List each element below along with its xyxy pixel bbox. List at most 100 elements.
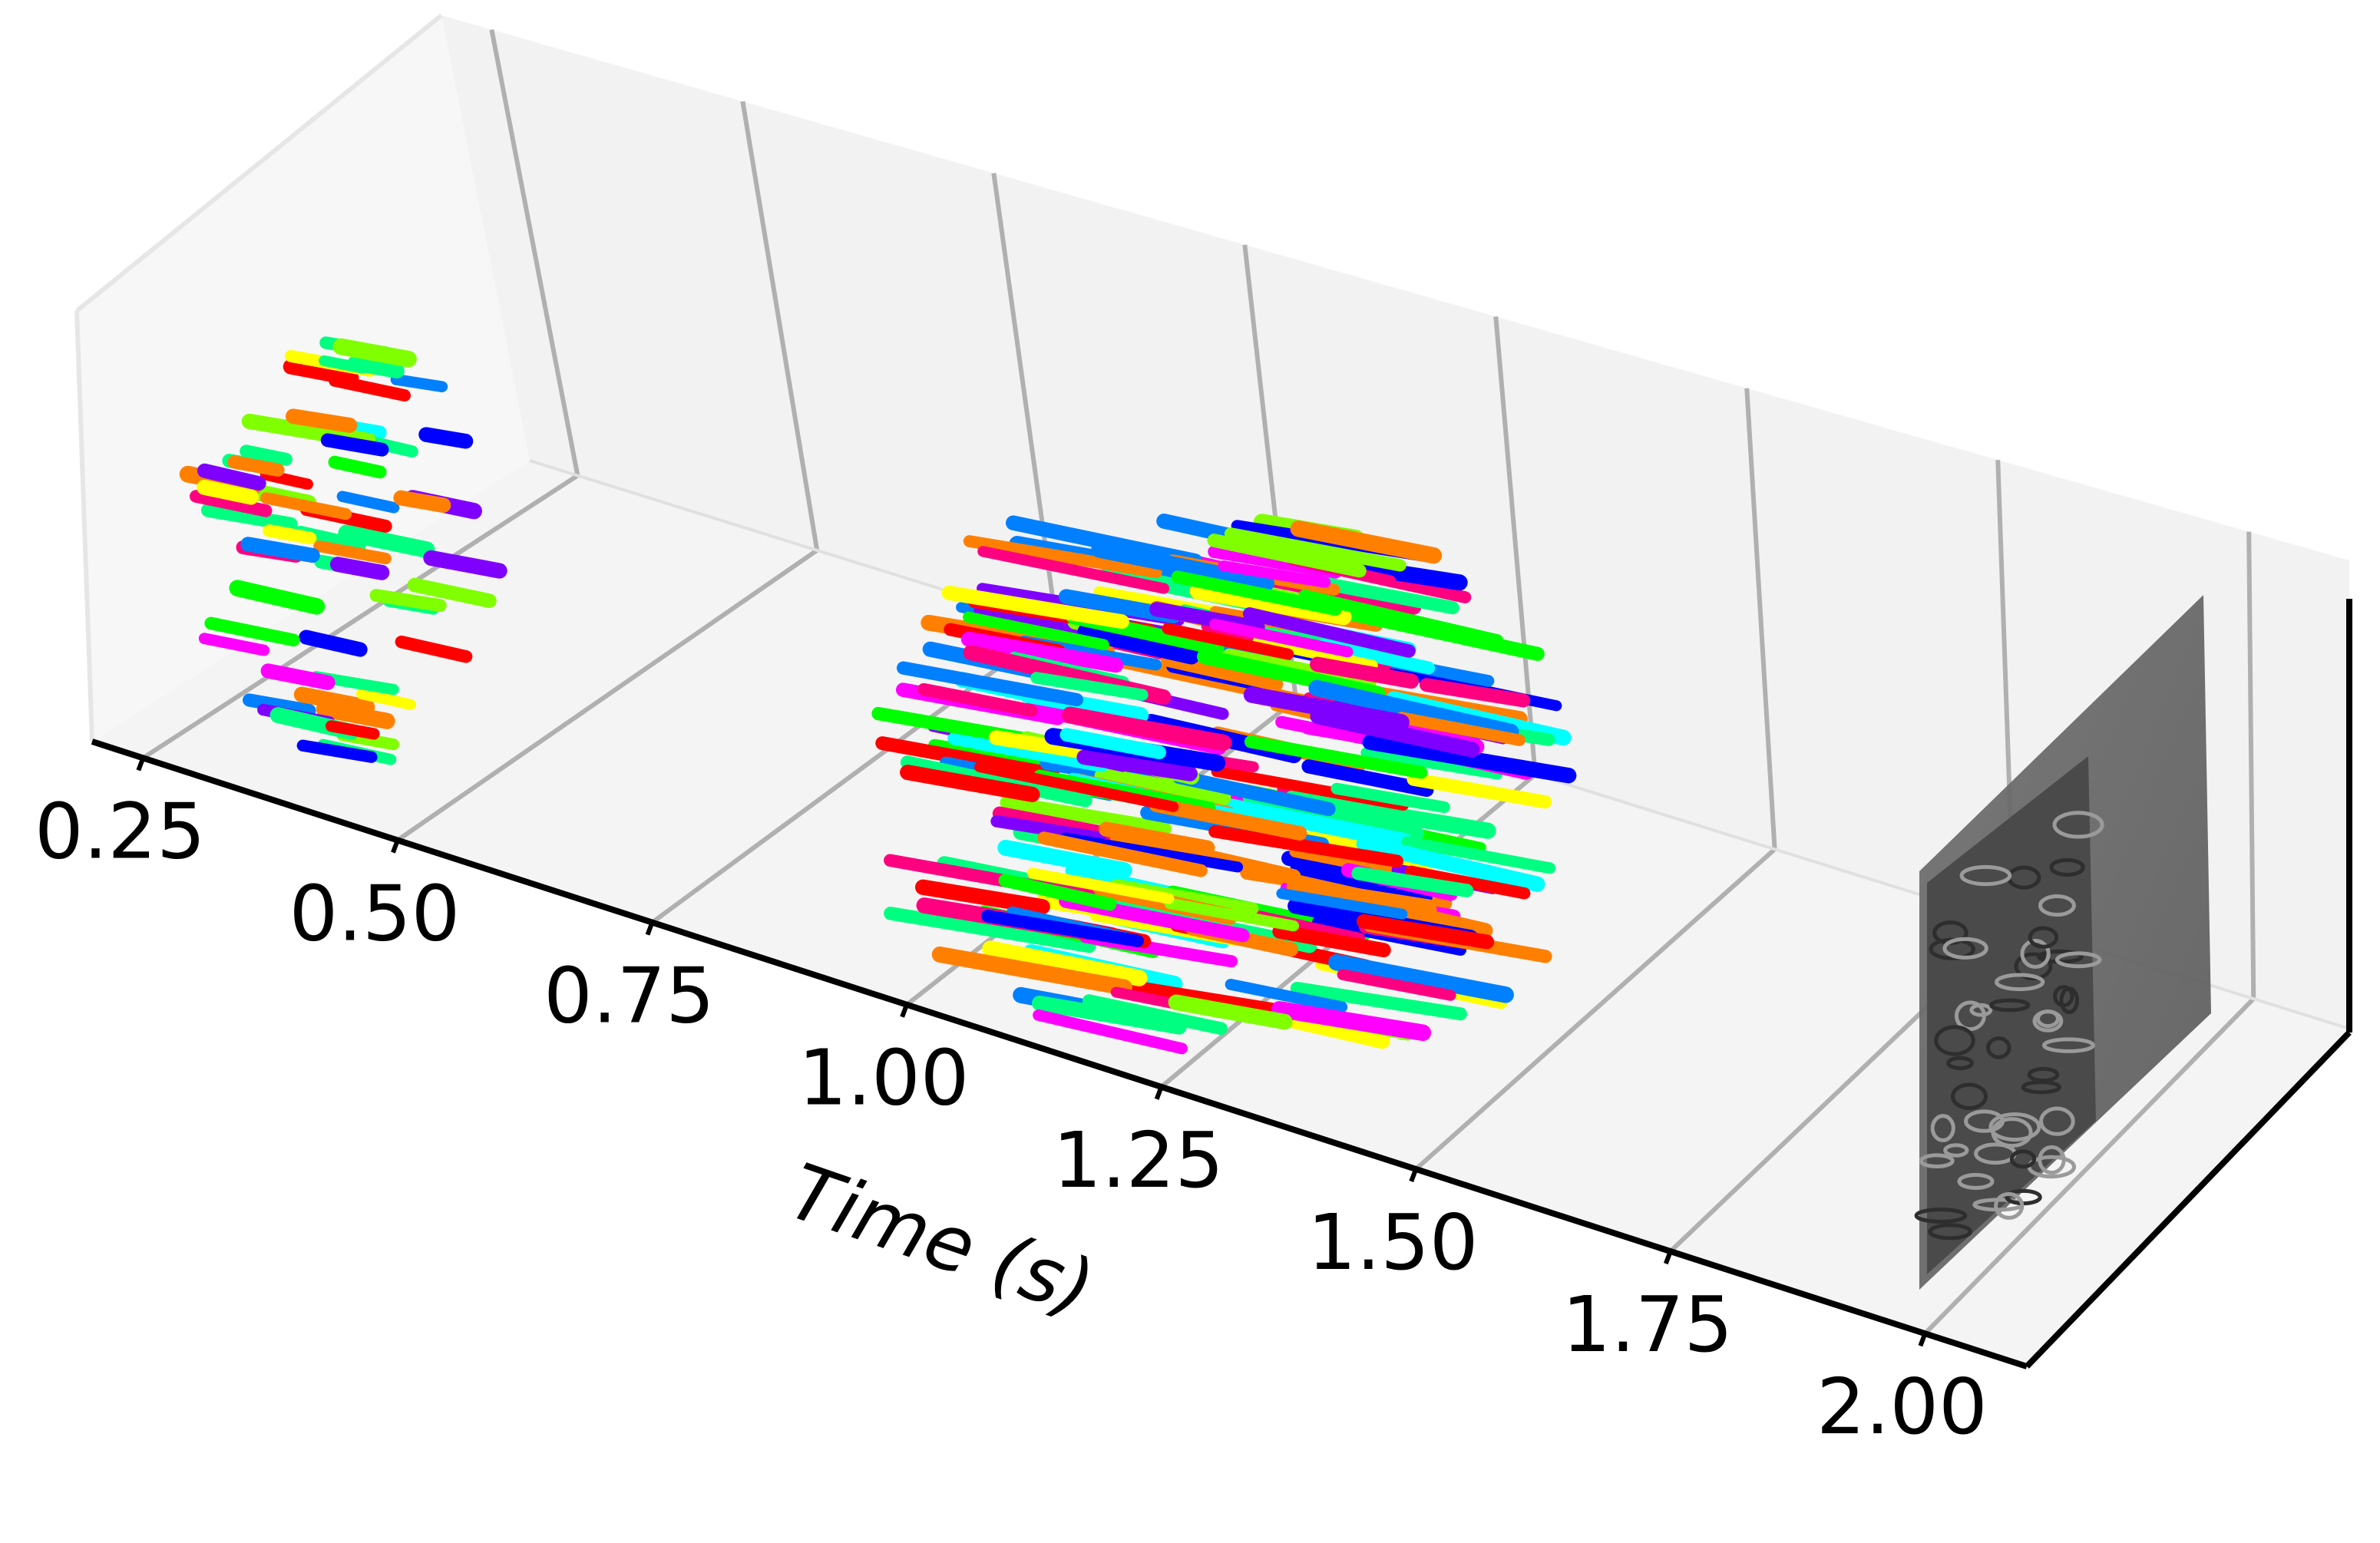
event-trace (1119, 979, 1297, 1020)
image-slice-blob (1928, 1223, 1972, 1241)
event-trace (1243, 686, 1410, 731)
image-slice-blob (2041, 1037, 2095, 1053)
event-trace (980, 910, 1144, 947)
event-trace (1407, 772, 1552, 809)
event-trace (332, 338, 417, 368)
x-tick-label: 1.50 (1307, 1198, 1479, 1287)
event-trace (1310, 656, 1420, 689)
event-trace (931, 946, 1132, 996)
event-trace (329, 374, 411, 402)
x-tick-mark (136, 757, 146, 772)
event-trace (229, 580, 326, 615)
event-trace (1328, 953, 1514, 1003)
event-trace (977, 546, 1170, 594)
event-trace (1224, 527, 1407, 572)
event-trace (336, 491, 400, 514)
event-trace (1208, 824, 1403, 867)
image-slice-blob (2039, 1106, 2075, 1136)
event-trace (1076, 749, 1198, 781)
event-trace (328, 455, 387, 479)
floor-grid-line (1923, 996, 2256, 1336)
event-trace (1006, 515, 1203, 569)
event-trace (1189, 583, 1352, 626)
image-slice-blob (1951, 1082, 1988, 1111)
image-slice-blob (2021, 1080, 2061, 1095)
event-trace (260, 492, 352, 520)
event-trace (1037, 831, 1208, 877)
x-tick-mark (900, 1003, 909, 1018)
event-trace (900, 765, 1040, 802)
event-trace (307, 421, 376, 444)
event-traces (179, 336, 1577, 1055)
event-trace (960, 631, 1124, 673)
event-trace (259, 469, 314, 490)
image-slice-blob (1991, 1117, 2033, 1148)
event-trace (1290, 981, 1467, 1021)
event-trace (240, 537, 320, 563)
event-trace (1094, 768, 1231, 806)
image-slice-blob (2053, 985, 2074, 1008)
event-trace (1345, 557, 1468, 591)
image-slice-blob (2032, 1009, 2064, 1033)
event-trace (963, 611, 1109, 650)
event-trace (1252, 636, 1378, 672)
event-trace (896, 661, 1083, 707)
image-slice-blob (2049, 857, 2085, 877)
event-trace (316, 701, 395, 729)
image-slice-blob (1969, 1003, 1993, 1017)
event-trace (1244, 735, 1428, 779)
event-trace (1301, 759, 1434, 798)
event-trace (875, 736, 1059, 781)
x-tick-mark (1918, 1333, 1928, 1347)
event-trace (197, 479, 259, 505)
event-trace (1032, 995, 1187, 1035)
event-trace (1033, 1009, 1188, 1055)
x-tick-label: 0.75 (544, 951, 715, 1041)
event-trace (200, 503, 298, 532)
event-trace (197, 463, 266, 491)
event-trace (1164, 897, 1300, 932)
image-slice-blob (2014, 952, 2053, 981)
image-slice-blob (2054, 951, 2102, 969)
event-trace (329, 557, 390, 580)
event-trace (395, 635, 473, 663)
event-trace (227, 455, 285, 477)
event-trace (347, 355, 405, 379)
x-tick-mark (1663, 1250, 1673, 1265)
event-trace (1059, 728, 1166, 759)
event-trace (369, 589, 447, 613)
event-trace (1302, 881, 1436, 912)
event-trace (1225, 978, 1348, 1013)
back-pane (441, 15, 2349, 1029)
event-trace (997, 839, 1132, 879)
image-slice-blob (1934, 1025, 1975, 1056)
x-tick-mark (1154, 1085, 1164, 1100)
event-trace (1356, 914, 1495, 950)
event-trace (407, 577, 497, 608)
x-tick-mark (391, 839, 400, 854)
floor-grid-line (141, 473, 580, 760)
event-trace (1207, 534, 1367, 578)
back-grid-line (740, 101, 820, 551)
event-trace (1209, 618, 1354, 658)
floor-grid-line (396, 548, 818, 842)
event-trace (243, 693, 316, 718)
x-tick-mark (1409, 1168, 1419, 1183)
image-slice-blob (1914, 1208, 1968, 1224)
event-trace (998, 874, 1117, 911)
event-trace (293, 686, 375, 715)
event-trace (1360, 747, 1503, 780)
x-tick-label: 0.25 (35, 786, 206, 876)
image-slice-blob (2020, 939, 2051, 970)
event-trace (1149, 798, 1307, 841)
event-trace (355, 688, 416, 710)
event-trace (240, 444, 293, 466)
event-trace (1162, 623, 1294, 660)
event-trace (1290, 520, 1443, 564)
image-slice-blob (1988, 1112, 2041, 1142)
event-trace (941, 585, 1129, 629)
event-trace (1337, 969, 1456, 1001)
x-tick-label: 0.50 (289, 869, 461, 959)
x-tick-label: 1.75 (1562, 1280, 1733, 1370)
